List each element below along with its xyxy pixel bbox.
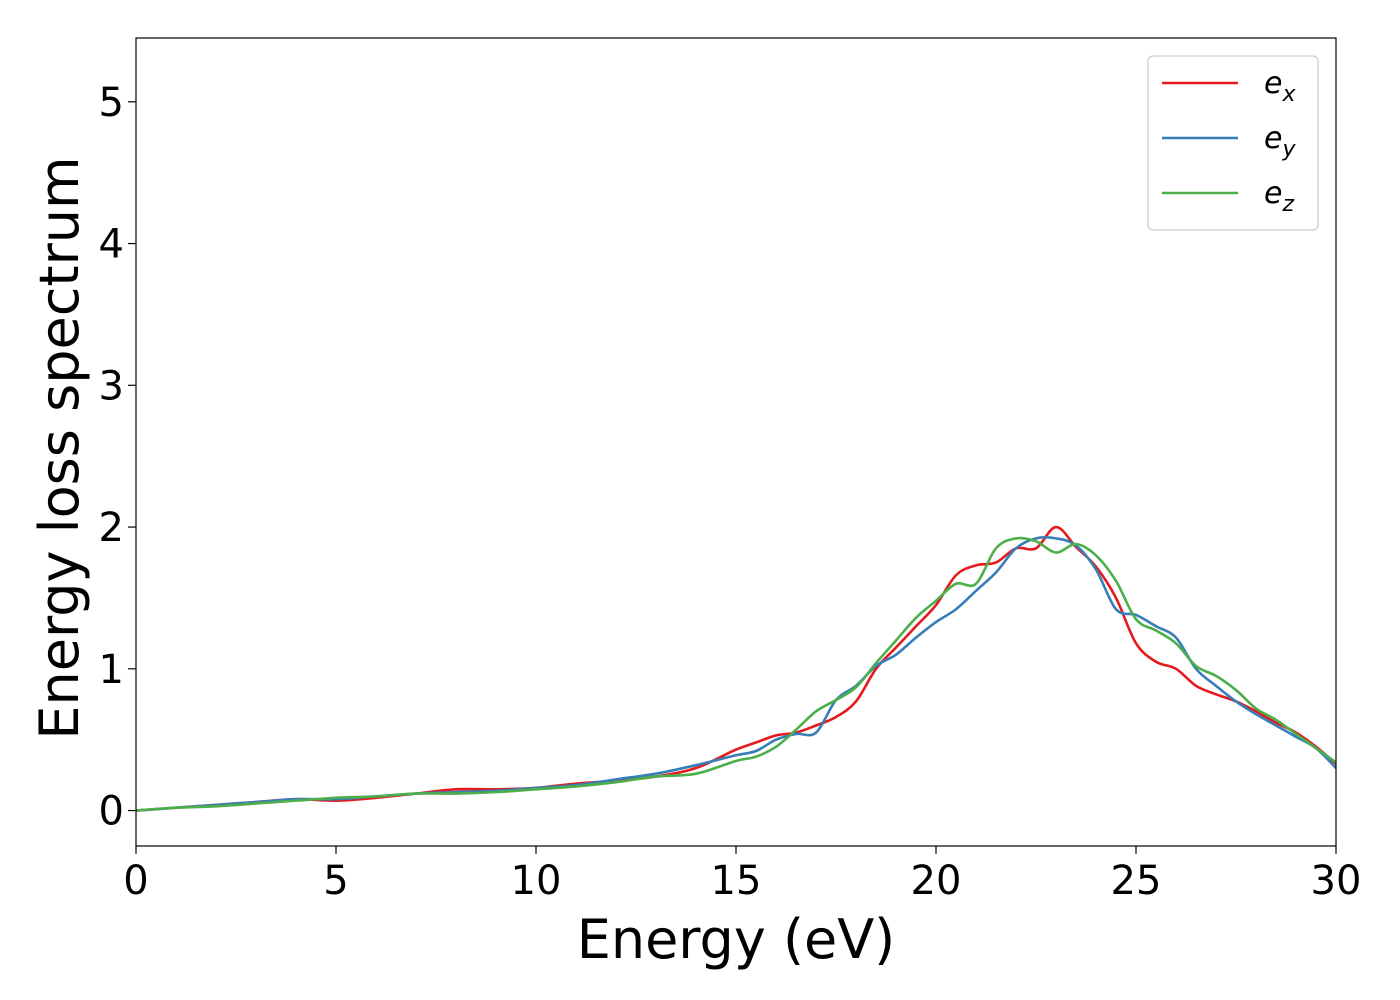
y-axis-title: Energy loss spectrum: [28, 156, 91, 739]
y-tick-label: 2: [99, 505, 124, 551]
legend-label-x: ex: [1264, 66, 1296, 107]
y-tick-label: 4: [99, 222, 124, 268]
y-tick-label: 5: [99, 80, 124, 126]
y-tick-label: 1: [99, 647, 124, 693]
legend-label-base: e: [1264, 66, 1282, 101]
x-tick-label: 5: [323, 858, 348, 904]
x-tick-label: 10: [511, 858, 562, 904]
x-axis: 0 5 10 15 20 25 30: [123, 846, 1361, 904]
legend-label-base: e: [1264, 176, 1282, 211]
x-tick-label: 15: [711, 858, 762, 904]
x-tick-label: 30: [1311, 858, 1362, 904]
x-axis-title: Energy (eV): [577, 908, 896, 971]
series-line-z: [136, 536, 1336, 812]
legend-label-z: ez: [1264, 176, 1294, 217]
legend-label-sub: y: [1281, 137, 1296, 162]
x-tick-label: 25: [1111, 858, 1162, 904]
legend-label-base: e: [1264, 121, 1282, 156]
legend-label-sub: x: [1281, 82, 1296, 107]
series-layer: [136, 525, 1336, 812]
legend-label-sub: z: [1281, 192, 1294, 217]
y-tick-label: 3: [99, 363, 124, 409]
y-axis: 0 1 2 3 4 5: [99, 80, 136, 835]
series-line-x: [136, 525, 1336, 812]
x-tick-label: 20: [911, 858, 962, 904]
legend-label-y: ey: [1264, 121, 1296, 162]
y-tick-label: 0: [99, 789, 124, 835]
legend-box: [1147, 55, 1319, 231]
x-tick-label: 0: [123, 858, 148, 904]
